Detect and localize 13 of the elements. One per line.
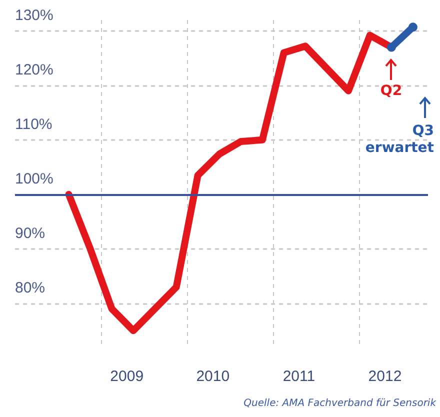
- y-tick-label: 90%: [15, 224, 46, 242]
- x-tick-label: 2009: [110, 368, 144, 385]
- x-tick-label: 2011: [282, 368, 316, 385]
- y-tick-label: 130%: [15, 6, 54, 24]
- y-tick-label: 100%: [15, 170, 54, 188]
- annotation: Q3 erwartet: [364, 123, 434, 158]
- y-tick-label: 80%: [15, 279, 46, 296]
- y-tick-label: 120%: [15, 61, 54, 78]
- x-tick-label: 2010: [196, 368, 230, 385]
- source-note: Quelle: AMA Fachverband für Sensorik: [244, 398, 436, 409]
- y-tick-label: 110%: [15, 116, 52, 133]
- annotation: Q2: [380, 83, 402, 100]
- x-tick-label: 2012: [368, 368, 402, 385]
